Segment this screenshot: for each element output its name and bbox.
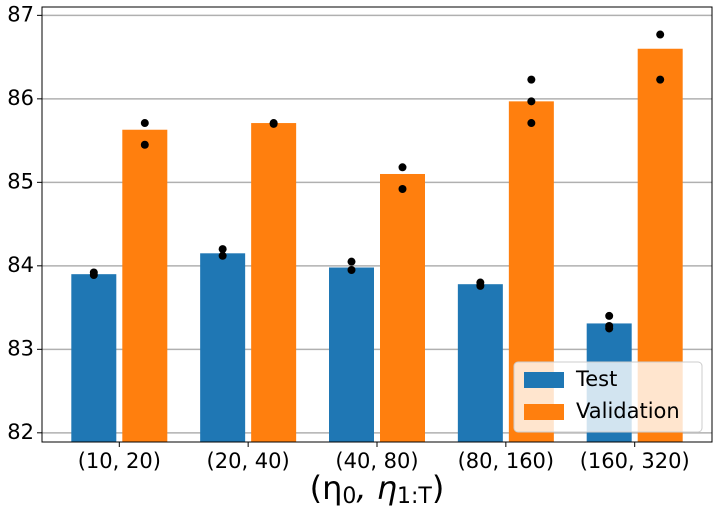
x-axis-label-part: , η <box>356 469 397 507</box>
y-tick-label: 83 <box>7 336 34 360</box>
x-axis-label: (η0, η1:T) <box>310 469 445 509</box>
legend-swatch <box>524 404 564 420</box>
x-tick-label: (20, 40) <box>207 449 290 473</box>
run-point <box>398 185 407 194</box>
y-tick-label: 84 <box>7 253 34 277</box>
run-point <box>347 257 356 266</box>
y-tick-label: 85 <box>7 169 34 193</box>
y-tick-label: 86 <box>7 86 34 110</box>
run-point <box>527 97 536 106</box>
legend-label: Validation <box>576 399 680 423</box>
y-tick-label: 82 <box>7 420 34 444</box>
x-tick-label: (80, 160) <box>458 449 555 473</box>
legend-label: Test <box>575 367 617 391</box>
axes: 82 83 84 85 86 87 (10, 20) (20, 40) (40, 80) (80,… <box>7 2 689 473</box>
x-axis-label-part: 1:T <box>397 484 432 509</box>
bar <box>71 274 117 442</box>
bar <box>380 173 425 442</box>
bar <box>200 253 246 442</box>
x-axis-label-part: ) <box>432 469 444 507</box>
x-axis-label-part: 0 <box>342 484 356 509</box>
run-point <box>605 324 614 333</box>
run-point <box>347 266 356 275</box>
run-point <box>140 140 149 149</box>
run-point <box>527 75 536 84</box>
run-point <box>527 119 536 128</box>
run-point <box>656 75 665 84</box>
x-tick-label: (160, 320) <box>580 449 690 473</box>
legend: Test Validation <box>513 361 703 433</box>
x-tick-label: (10, 20) <box>78 449 161 473</box>
legend-swatch <box>524 372 564 388</box>
run-point <box>476 281 485 290</box>
bar <box>122 129 168 443</box>
run-point <box>269 119 278 128</box>
run-point <box>656 30 665 39</box>
bar <box>251 123 297 442</box>
run-point <box>89 271 98 280</box>
x-tick-label: (40, 80) <box>335 449 418 473</box>
x-axis-label-part: (η <box>310 469 343 507</box>
run-point <box>140 119 149 128</box>
run-point <box>605 311 614 320</box>
run-point <box>218 251 227 260</box>
bar <box>457 284 503 442</box>
run-point <box>218 245 227 254</box>
bar <box>329 267 374 442</box>
run-point <box>398 163 407 172</box>
y-tick-label: 87 <box>7 2 34 26</box>
